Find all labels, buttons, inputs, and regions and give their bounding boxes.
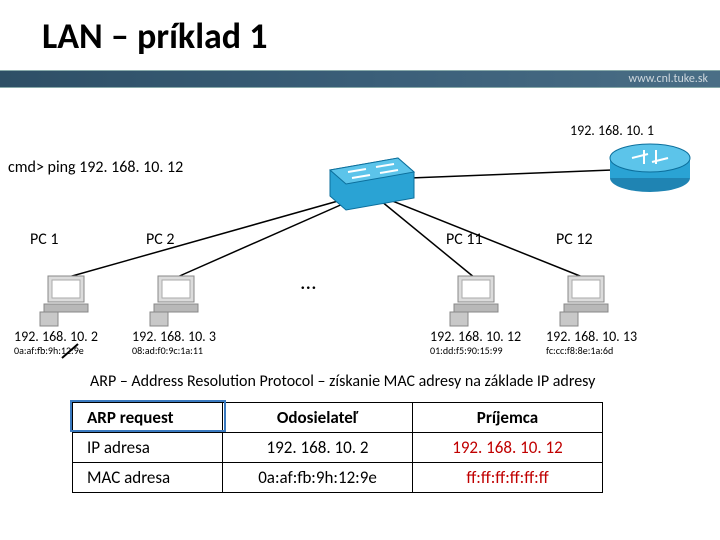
table-row: MAC adresa 0a:af:fb:9h:12:9e ff:ff:ff:ff… bbox=[73, 463, 603, 493]
pc12-icon bbox=[560, 276, 608, 326]
pc2-name: PC 2 bbox=[146, 230, 175, 249]
pc2-icon bbox=[150, 276, 198, 326]
title-stripe bbox=[0, 70, 720, 88]
pc1-ip: 192. 168. 10. 2 bbox=[14, 328, 98, 345]
pc1-icon bbox=[40, 276, 88, 326]
row-ip-label: IP adresa bbox=[73, 433, 223, 463]
row-mac-label: MAC adresa bbox=[73, 463, 223, 493]
pc11-name: PC 11 bbox=[446, 230, 483, 249]
pc11-ip: 192. 168. 10. 12 bbox=[430, 328, 521, 345]
sender-ip: 192. 168. 10. 2 bbox=[223, 433, 413, 463]
pc2-mac: 08:ad:f0:9c:1a:11 bbox=[132, 344, 203, 357]
diagram-stage: 192. 168. 10. 1 cmd> ping 192. 168. 10. … bbox=[0, 100, 720, 540]
title-bar: LAN – príklad 1 www.cnl.tuke.sk bbox=[0, 0, 720, 100]
arp-description: ARP – Address Resolution Protocol – získ… bbox=[90, 372, 595, 391]
pc1-mac: 0a:af:fb:9h:12:9e bbox=[14, 344, 84, 357]
arp-table: ARP request Odosielateľ Príjemca IP adre… bbox=[72, 402, 603, 493]
col-sender: Odosielateľ bbox=[223, 403, 413, 433]
page-title: LAN – príklad 1 bbox=[0, 0, 720, 58]
site-url: www.cnl.tuke.sk bbox=[628, 70, 708, 88]
pc12-mac: fc:cc:f8:8e:1a:6d bbox=[546, 344, 613, 357]
router-icon bbox=[610, 144, 690, 192]
pc1-name: PC 1 bbox=[30, 230, 59, 249]
receiver-ip: 192. 168. 10. 12 bbox=[413, 433, 603, 463]
pc11-mac: 01:dd:f5:90:15:99 bbox=[430, 344, 503, 357]
col-receiver: Príjemca bbox=[413, 403, 603, 433]
arp-table-wrap: ARP request Odosielateľ Príjemca IP adre… bbox=[72, 402, 603, 493]
sender-mac: 0a:af:fb:9h:12:9e bbox=[223, 463, 413, 493]
switch-icon bbox=[330, 158, 414, 210]
pc2-ip: 192. 168. 10. 3 bbox=[132, 328, 216, 345]
table-row: IP adresa 192. 168. 10. 2 192. 168. 10. … bbox=[73, 433, 603, 463]
pc11-icon bbox=[450, 276, 498, 326]
pc12-name: PC 12 bbox=[556, 230, 593, 249]
table-row: ARP request Odosielateľ Príjemca bbox=[73, 403, 603, 433]
receiver-mac: ff:ff:ff:ff:ff:ff bbox=[413, 463, 603, 493]
ellipsis: ... bbox=[300, 268, 317, 295]
topology-svg bbox=[0, 100, 720, 360]
col-arp-request: ARP request bbox=[73, 403, 223, 433]
pc12-ip: 192. 168. 10. 13 bbox=[546, 328, 637, 345]
